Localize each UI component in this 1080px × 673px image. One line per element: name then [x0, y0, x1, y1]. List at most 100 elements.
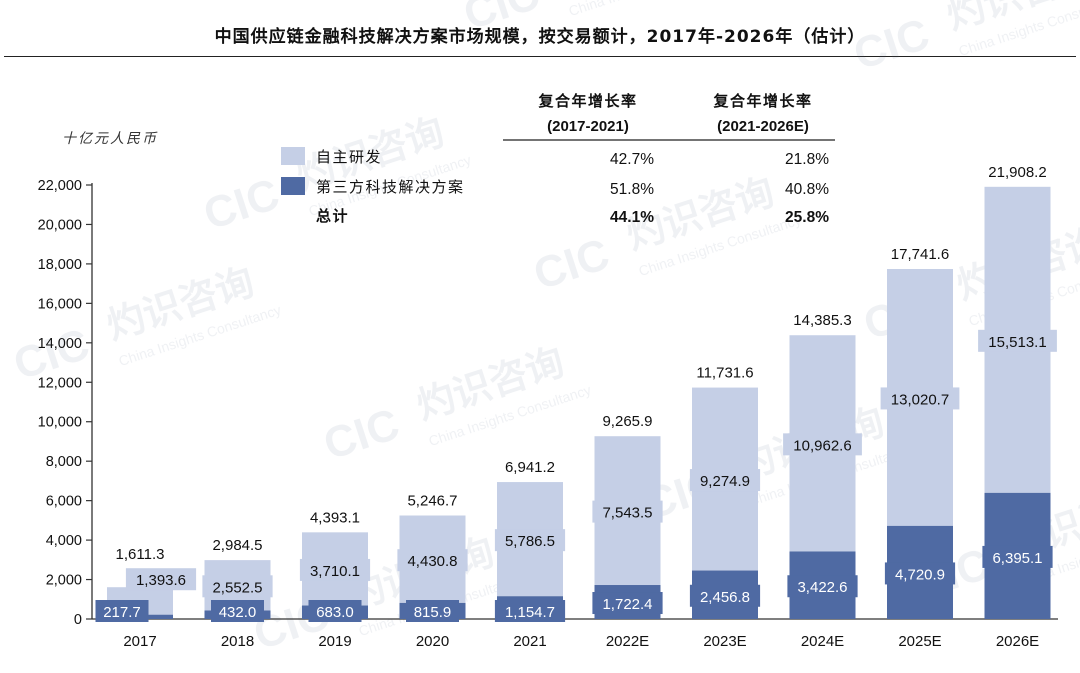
self-dev-value-label-bg [592, 500, 663, 523]
self-dev-value-label-text: 2,552.5 [212, 579, 262, 596]
total-label: 21,908.2 [988, 164, 1046, 181]
watermark-brand-en: China Insights Consultancy [567, 0, 733, 19]
third-party-value-label-text: 4,720.9 [895, 566, 945, 583]
third-party-value-label-bg [211, 600, 264, 622]
cagr-value: 21.8% [785, 151, 829, 168]
watermark-logo: CIC [318, 399, 405, 469]
total-label: 9,265.9 [602, 413, 652, 430]
self-dev-value-label: 3,710.1 [299, 558, 371, 581]
third-party-value-label-text: 6,395.1 [992, 550, 1042, 567]
y-tick-label: 4,000 [46, 533, 82, 549]
third-party-value-label-bg [787, 575, 858, 598]
cagr-value: 51.8% [610, 181, 654, 198]
x-tick-label: 2018 [221, 633, 254, 650]
x-tick-label: 2026E [996, 633, 1039, 650]
third-party-value-label-text: 2,456.8 [700, 589, 750, 606]
third-party-value-label-text: 3,422.6 [797, 579, 847, 596]
self-dev-value-label-text: 13,020.7 [891, 391, 949, 408]
third-party-value-label-text: 1,722.4 [602, 596, 652, 613]
self-dev-value-label-text: 10,962.6 [793, 437, 851, 454]
self-dev-value-label: 4,430.8 [397, 549, 468, 572]
total-label: 2,984.5 [212, 537, 262, 554]
x-tick-label: 2017 [123, 633, 156, 650]
cagr-value: 25.8% [785, 209, 829, 226]
cagr-header-line2: (2017-2021) [547, 118, 629, 135]
legend-swatch [281, 177, 305, 195]
third-party-value-label-bg [308, 600, 362, 622]
y-tick-label: 22,000 [38, 178, 82, 194]
third-party-value-label-bg [884, 562, 956, 585]
y-tick-label: 12,000 [38, 375, 82, 391]
chart-title: 中国供应链金融科技解决方案市场规模，按交易额计，2017年-2026年（估计） [214, 27, 866, 47]
self-dev-value-label-bg [978, 329, 1057, 352]
self-dev-value-label: 1,393.6 [125, 568, 197, 591]
third-party-value-label-text: 815.9 [414, 604, 452, 621]
x-tick-label: 2025E [898, 633, 941, 650]
self-dev-value-label: 5,786.5 [494, 529, 566, 552]
third-party-value-label-bg [406, 600, 459, 622]
cagr-value: 44.1% [610, 209, 654, 226]
third-party-value-label-text: 217.7 [103, 604, 141, 621]
legend-swatch [281, 147, 305, 165]
cagr-header-line2: (2021-2026E) [717, 118, 809, 135]
x-tick-label: 2022E [606, 633, 649, 650]
self-dev-value-label-text: 3,710.1 [310, 563, 360, 580]
cagr-value: 42.7% [610, 151, 654, 168]
self-dev-value-label-bg [202, 575, 273, 598]
y-tick-label: 18,000 [38, 257, 82, 273]
self-dev-value-label: 10,962.6 [783, 433, 862, 456]
third-party-value-label: 683.0 [308, 600, 362, 622]
self-dev-value-label: 9,274.9 [689, 469, 761, 492]
legend-item: 第三方科技解决方案 [281, 177, 465, 196]
self-dev-value-label-text: 9,274.9 [700, 473, 750, 490]
total-row-label: 总计 [316, 207, 349, 225]
self-dev-value-label-text: 7,543.5 [602, 505, 652, 522]
y-tick-label: 14,000 [38, 336, 82, 352]
y-tick-label: 10,000 [38, 415, 82, 431]
total-label: 1,611.3 [116, 546, 165, 563]
third-party-value-label: 217.7 [95, 600, 149, 622]
x-tick-label: 2024E [801, 633, 844, 650]
self-dev-value-label-bg [299, 558, 371, 581]
self-dev-value-label-bg [125, 568, 197, 591]
self-dev-value-label-text: 5,786.5 [505, 533, 555, 550]
y-tick-label: 0 [74, 612, 82, 628]
legend-label: 自主研发 [316, 149, 382, 166]
title-divider [4, 56, 1076, 57]
axes: 十亿元人民币 0 2,000 4,000 6,000 8,000 10,000 12,000 1… [38, 130, 1058, 650]
cagr-value: 40.8% [785, 181, 829, 198]
y-tick-label: 2,000 [46, 573, 82, 589]
total-label: 11,731.6 [696, 365, 753, 382]
x-tick-label: 2019 [318, 633, 351, 650]
y-tick-label: 20,000 [38, 217, 82, 233]
third-party-value-label-bg [592, 592, 663, 615]
cagr-header-line1: 复合年增长率 [712, 92, 812, 110]
self-dev-value-label: 7,543.5 [592, 500, 663, 523]
third-party-value-label-text: 1,154.7 [505, 604, 555, 621]
self-dev-value-label-bg [494, 529, 566, 552]
self-dev-value-label-bg [783, 433, 862, 456]
third-party-value-label-bg [95, 600, 149, 622]
self-dev-value-label-bg [880, 387, 960, 410]
watermark-logo: CIC [458, 0, 545, 40]
third-party-value-label: 815.9 [406, 600, 459, 622]
third-party-value-label-bg [494, 600, 566, 622]
legend-label: 第三方科技解决方案 [316, 178, 465, 196]
x-tick-label: 2021 [513, 633, 546, 650]
cagr-table: 复合年增长率 (2017-2021) 复合年增长率 (2021-2026E) 42.7%… [503, 92, 835, 226]
third-party-value-label-text: 432.0 [219, 604, 257, 621]
x-tick-label: 2020 [416, 633, 449, 650]
total-label: 5,246.7 [407, 492, 457, 509]
y-tick-label: 16,000 [38, 296, 82, 312]
total-label: 17,741.6 [891, 246, 949, 263]
x-tick-label: 2023E [703, 633, 746, 650]
data-labels: 1,611.3 1,393.6 217.7 2,984.5 2,552.5 432.0 4,… [95, 164, 1057, 622]
third-party-value-label: 1,722.4 [592, 592, 663, 615]
third-party-value-label: 1,154.7 [494, 600, 566, 622]
third-party-value-label-bg [689, 584, 761, 607]
